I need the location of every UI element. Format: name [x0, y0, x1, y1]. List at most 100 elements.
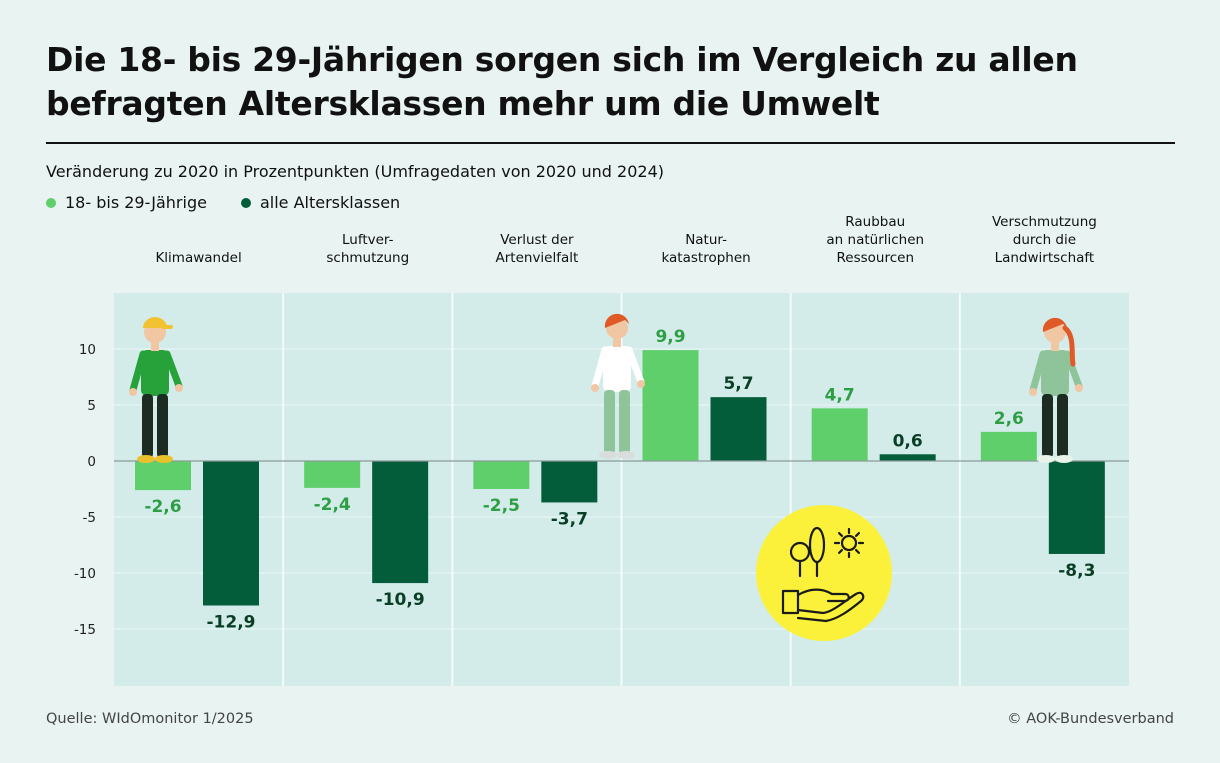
person-leg	[157, 394, 168, 458]
category-label-line: an natürlichen	[826, 232, 924, 248]
sun-icon	[840, 534, 858, 552]
person-hair	[1042, 317, 1067, 332]
person-illustration	[1029, 317, 1083, 463]
value-label-all: 0,6	[893, 431, 923, 451]
value-label-young: 9,9	[655, 327, 685, 347]
legend-label-all: alle Altersklassen	[259, 193, 401, 212]
bar-young	[811, 408, 868, 461]
value-label-all: 5,7	[723, 374, 753, 394]
person-arm	[1063, 350, 1083, 390]
category-label-line: Artenvielfalt	[496, 250, 579, 266]
value-label-all: -10,9	[376, 590, 425, 610]
y-tick-label: 10	[79, 342, 96, 358]
y-tick-label: -5	[83, 510, 96, 526]
category-label-line: Raubbau	[845, 214, 905, 230]
person-leg	[619, 390, 630, 454]
person-shoe	[1055, 455, 1073, 463]
category-label-line: Natur-	[685, 232, 727, 248]
bar-all	[203, 461, 259, 606]
bar-young	[473, 461, 530, 489]
legend: 18- bis 29-Jährige alle Altersklassen	[46, 193, 400, 212]
person-neck	[151, 342, 159, 351]
y-tick-label: -10	[74, 566, 96, 582]
category-label: Natur-katastrophen	[661, 232, 750, 266]
sun-ray	[838, 532, 844, 538]
chart-subtitle: Veränderung zu 2020 in Prozentpunkten (U…	[46, 162, 664, 181]
person-arm	[129, 350, 147, 394]
chart-title: Die 18- bis 29-Jährigen sorgen sich im V…	[46, 40, 1078, 123]
y-tick-label: 0	[87, 454, 96, 470]
person-cap	[143, 317, 167, 328]
bar-all	[372, 461, 429, 584]
value-label-all: -3,7	[551, 509, 588, 529]
person-arm	[591, 346, 609, 390]
person-arm	[1029, 350, 1047, 394]
bar-all	[1048, 461, 1105, 554]
person-shoe	[617, 451, 635, 459]
person-hair	[604, 313, 629, 328]
bar-young	[642, 350, 699, 461]
category-label-line: schmutzung	[326, 250, 409, 266]
sun-ray	[854, 548, 860, 554]
bar-all	[879, 454, 936, 461]
value-label-young: -2,6	[144, 497, 181, 517]
legend-label-young: 18- bis 29-Jährige	[65, 193, 207, 212]
y-tick-label: -15	[74, 622, 96, 638]
value-label-young: 4,7	[825, 385, 855, 405]
bar-young	[135, 461, 191, 491]
person-ponytail	[1062, 325, 1076, 367]
person-hand	[591, 384, 599, 392]
person-hand	[1029, 388, 1037, 396]
hand-cuff	[781, 589, 800, 615]
category-label: Raubbau an natürlichen Ressourcen	[826, 214, 924, 266]
category-label-line: Klimawandel	[155, 250, 241, 266]
legend-swatch-all	[240, 197, 251, 208]
person-cap-brim	[161, 325, 173, 329]
value-label-all: -8,3	[1058, 561, 1095, 581]
person-shoe	[137, 455, 155, 463]
person-hand	[175, 384, 183, 392]
person-leg	[142, 394, 153, 458]
source-note: Quelle: WIdOmonitor 1/2025	[46, 711, 254, 727]
person-shoe	[1037, 455, 1055, 463]
person-arm	[163, 350, 183, 390]
sun-ray	[838, 548, 844, 554]
person-neck	[613, 338, 621, 347]
nature-hand-icon	[756, 505, 892, 641]
category-label-line: durch die	[1013, 232, 1076, 248]
category-label: Verlust der Artenvielfalt	[496, 232, 579, 266]
value-label-all: -12,9	[207, 612, 256, 632]
person-torso	[603, 346, 631, 392]
category-label: Luftver-schmutzung	[326, 232, 409, 266]
hand-palm	[796, 588, 865, 623]
person-arm	[625, 346, 645, 386]
person-hand	[129, 388, 137, 396]
category-label-line: Luftver-	[342, 232, 394, 248]
legend-swatch-young	[46, 197, 56, 208]
category-label-line: Ressourcen	[837, 250, 915, 266]
value-label-young: 2,6	[994, 409, 1024, 429]
y-tick-label: 5	[87, 398, 96, 414]
category-label-line: Landwirtschaft	[995, 250, 1095, 266]
category-label-line: Verschmutzung	[992, 214, 1097, 230]
bar-all	[541, 461, 598, 503]
title-divider	[46, 142, 1175, 144]
icon-background	[756, 505, 892, 641]
legend-item-all: alle Altersklassen	[240, 193, 401, 212]
bar-young	[304, 461, 361, 488]
person-torso	[141, 350, 169, 396]
category-label-line: katastrophen	[661, 250, 750, 266]
person-hand	[637, 380, 645, 388]
person-illustration	[129, 317, 183, 463]
person-hand	[1075, 384, 1083, 392]
bar-young	[980, 431, 1037, 461]
person-torso	[1041, 350, 1069, 396]
sun-ray	[854, 532, 860, 538]
copyright-note: © AOK-Bundesverband	[1007, 711, 1174, 727]
category-label: Klimawandel	[155, 250, 241, 266]
value-label-young: -2,4	[314, 495, 351, 515]
person-leg	[1042, 394, 1053, 458]
value-label-young: -2,5	[483, 496, 520, 516]
bar-all	[710, 397, 767, 461]
